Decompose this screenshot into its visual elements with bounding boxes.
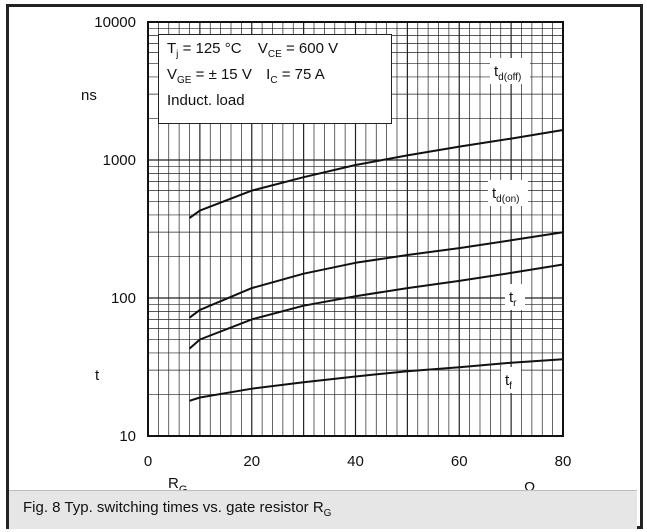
tdon_label: td(on) [492,185,520,205]
series-line [189,358,564,402]
x-tick-label: 80 [555,453,572,470]
series-label-backing [505,284,525,310]
y-tick-label: 100 [111,290,136,307]
conditions-line-1: Tj = 125 °C VCE = 600 V [167,40,339,60]
series-label-backing [501,367,521,393]
x-tick-label: 40 [347,453,364,470]
y-tick-label: 10 [119,428,136,445]
conditions-line-2: VGE = ± 15 V IC = 75 A [167,66,325,86]
conditions-line-3: Induct. load [167,92,245,109]
series-label-backing [488,180,528,206]
x-tick-label: 60 [451,453,468,470]
y-axis-label: t [95,367,100,384]
series-line [188,231,564,319]
tdoff_label: td(off) [494,63,521,83]
figure-caption: Fig. 8 Typ. switching times vs. gate res… [23,499,332,519]
series-line [188,129,564,219]
x-tick-label: 20 [243,453,260,470]
y-tick-label: 10000 [94,14,136,31]
tr_label: tr [509,289,517,309]
x-axis-unit: Ω [524,479,535,496]
y-tick-label: 1000 [103,152,136,169]
y-axis-unit: ns [81,87,97,104]
series-label-backing [490,58,530,84]
conditions-box: Tj = 125 °C VCE = 600 V VGE = ± 15 V IC … [158,34,392,124]
tf_label: tf [505,372,512,392]
plot-border [147,21,564,437]
x-tick-label: 0 [144,453,152,470]
series-line [188,263,564,350]
caption-bar: Fig. 8 Typ. switching times vs. gate res… [9,490,637,529]
